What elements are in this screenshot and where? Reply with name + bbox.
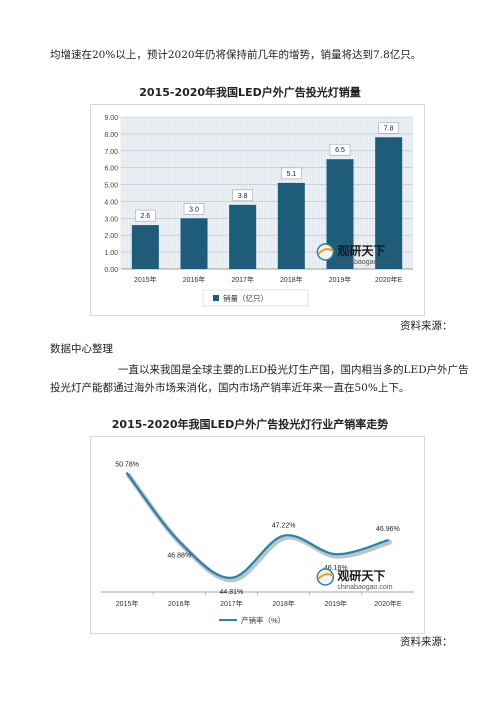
y-tick-label: 9.00 [104, 115, 118, 122]
paragraph-line-2: 投光灯产能都通过海外市场来消化，国内市场产销率近年来一直在50%上下。 [50, 382, 410, 394]
data-label: 6.5 [335, 147, 345, 154]
data-label-box [135, 209, 156, 222]
legend-label: 销量（亿只） [223, 293, 268, 303]
x-tick-label: 2016年 [168, 599, 191, 608]
bar-chart: 0.00 1.00 2.00 3.00 4.00 5.00 6.00 7.00 8.00 9.00… [104, 115, 413, 307]
bar [180, 218, 208, 269]
data-label: 47.22% [272, 523, 296, 530]
data-label: 50.78% [115, 461, 139, 468]
y-tick-label: 5.00 [104, 183, 118, 190]
y-tick-label: 8.00 [104, 132, 118, 139]
x-tick-label: 2019年 [329, 275, 352, 284]
bar-chart-frame: 0.00 1.00 2.00 3.00 4.00 5.00 6.00 7.00 8.00 9.00… [90, 104, 425, 316]
data-label: 46.96% [376, 526, 400, 533]
y-tick-label: 2.00 [104, 233, 118, 240]
legend-label: 产销率（%） [241, 615, 285, 625]
data-label: 3.0 [189, 206, 199, 213]
line-chart-frame: 2015年 2016年 2017年 2018年 2019年 2020年E 50.78% 46.… [90, 436, 425, 634]
plot-area [121, 117, 413, 269]
watermark-url: chinabaogao.com [337, 259, 392, 266]
paragraph-line-1: 一直以来我国是全球主要的LED投光灯生产国，国内相当多的LED户外广告 [118, 364, 469, 376]
y-tick-label: 7.00 [104, 149, 118, 156]
y-tick-label: 3.00 [104, 216, 118, 223]
line-chart-title: 2015-2020年我国LED户外广告投光灯行业产销率走势 [111, 418, 389, 431]
source-org: 数据中心整理 [50, 343, 113, 355]
data-label-box [378, 121, 399, 134]
x-tick-label: 2015年 [116, 599, 139, 608]
watermark-swoosh-icon [317, 573, 334, 580]
watermark-name: 观研天下 [337, 569, 385, 583]
y-tick-label: 4.00 [104, 199, 118, 206]
bar [277, 182, 305, 269]
data-label-box [329, 143, 351, 156]
watermark-url: chinabaogao.com [337, 584, 392, 591]
x-tick-label: 2015年 [134, 275, 157, 284]
x-tick-label: 2017年 [220, 599, 243, 608]
legend-swatch [213, 295, 219, 301]
x-tick-label: 2017年 [231, 275, 254, 284]
data-label: 46.16% [324, 565, 348, 572]
x-tick-label: 2020年E [375, 275, 403, 284]
data-label: 44.81% [220, 589, 244, 596]
data-label: 3.8 [238, 193, 248, 200]
y-tick-label: 0.00 [104, 267, 118, 274]
watermark-globe-icon [316, 568, 335, 586]
line-chart: 2015年 2016年 2017年 2018年 2019年 2020年E 50.78% 46.… [101, 461, 414, 625]
x-tick-label: 2018年 [272, 599, 295, 608]
x-tick-label: 2019年 [324, 599, 347, 608]
data-label: 46.88% [167, 553, 191, 560]
bar-chart-title: 2015-2020年我国LED户外广告投光灯销量 [139, 86, 361, 99]
bar [229, 204, 257, 269]
x-tick-label: 2020年E [374, 599, 402, 608]
y-tick-label: 6.00 [104, 166, 118, 173]
x-tick-label: 2018年 [280, 275, 303, 284]
series-line [125, 472, 390, 579]
data-label-box [281, 167, 302, 180]
bar [131, 225, 159, 269]
data-label: 5.1 [286, 171, 296, 178]
y-tick-label: 1.00 [104, 250, 118, 257]
x-tick-label: 2016年 [183, 275, 206, 284]
data-label-box [232, 189, 253, 202]
legend-box [202, 289, 309, 307]
watermark-globe-icon [316, 243, 335, 261]
data-label: 7.8 [384, 125, 394, 132]
watermark-name: 观研天下 [337, 244, 385, 258]
watermark-swoosh-icon [317, 248, 334, 255]
source-label-1: 资料来源： [400, 320, 453, 332]
source-label-2: 资料来源： [400, 636, 453, 648]
data-label: 2.6 [140, 213, 150, 220]
bar [375, 137, 403, 269]
data-label-box [183, 203, 205, 215]
top-text-line: 均增速在20%以上，预计2020年仍将保持前几年的增势，销量将达到7.8亿只。 [50, 49, 422, 61]
